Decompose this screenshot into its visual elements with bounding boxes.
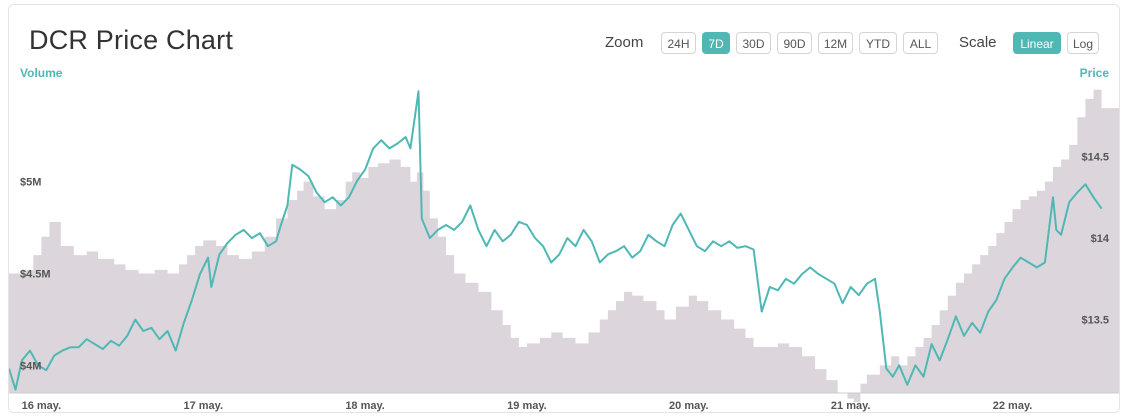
- price-tick-label: $14.5: [1081, 152, 1109, 164]
- zoom-12m-button[interactable]: 12M: [818, 32, 853, 54]
- date-tick-label: 16 may.: [22, 400, 62, 412]
- price-tick-label: $14: [1091, 233, 1110, 245]
- date-tick-label: 21 may.: [831, 400, 871, 412]
- scale-log-button[interactable]: Log: [1067, 32, 1099, 54]
- chart-title: DCR Price Chart: [29, 25, 234, 55]
- zoom-7d-button[interactable]: 7D: [702, 32, 730, 54]
- zoom-30d-button[interactable]: 30D: [736, 32, 771, 54]
- volume-tick-label: $4M: [20, 360, 41, 372]
- scale-linear-button[interactable]: Linear: [1013, 32, 1061, 54]
- volume-tick-label: $5M: [20, 177, 41, 189]
- date-tick-label: 18 may.: [345, 400, 385, 412]
- zoom-ytd-button[interactable]: YTD: [859, 32, 897, 54]
- price-chart-card: DCR Price Chart Zoom 24H 7D 30D 90D 12M …: [8, 4, 1120, 413]
- date-tick-label: 22 may.: [993, 400, 1033, 412]
- volume-area: [9, 89, 1119, 403]
- volume-tick-label: $4.5M: [20, 269, 51, 281]
- scale-label: Scale: [959, 34, 997, 51]
- date-tick-label: 17 may.: [183, 400, 223, 412]
- zoom-all-button[interactable]: ALL: [903, 32, 938, 54]
- price-line: [9, 90, 1103, 391]
- date-tick-label: 19 may.: [507, 400, 547, 412]
- price-axis-title: Price: [1079, 66, 1109, 80]
- price-tick-label: $13.5: [1081, 315, 1109, 327]
- chart-plot-area: $4M $4.5M $5M $13.5 $14 $14.5 16 may. 17 may. 18…: [9, 89, 1119, 412]
- date-tick-label: 20 may.: [669, 400, 709, 412]
- zoom-24h-button[interactable]: 24H: [661, 32, 696, 54]
- zoom-90d-button[interactable]: 90D: [777, 32, 812, 54]
- volume-axis-title: Volume: [20, 66, 63, 80]
- zoom-label: Zoom: [605, 34, 644, 51]
